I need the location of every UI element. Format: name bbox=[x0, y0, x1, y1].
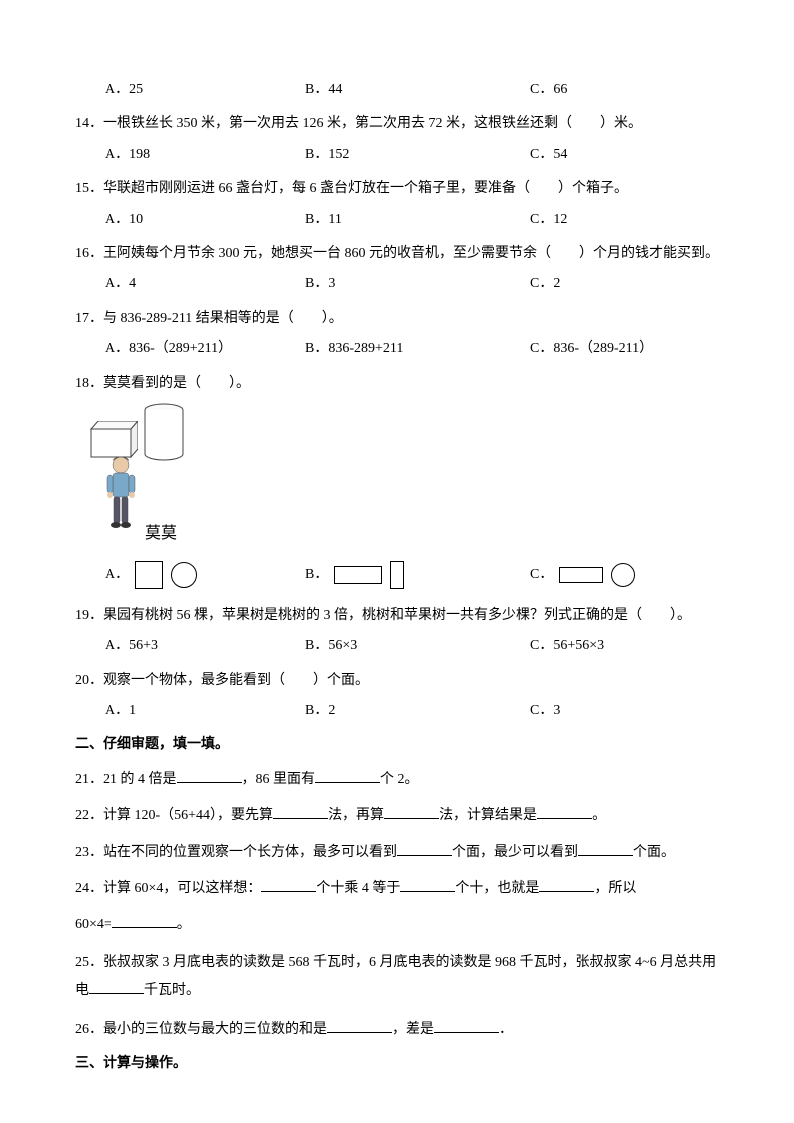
q26-pre: 26．最小的三位数与最大的三位数的和是 bbox=[75, 1022, 327, 1037]
q16-options: A．4 B．3 C．2 bbox=[105, 273, 719, 295]
q26: 26．最小的三位数与最大的三位数的和是 ，差是 ． bbox=[75, 1017, 719, 1041]
q24-mid2: 个十，也就是 bbox=[455, 881, 539, 896]
q18-option-c-label: C． bbox=[530, 564, 553, 586]
cylinder-icon bbox=[143, 403, 185, 461]
q23-mid: 个面，最少可以看到 bbox=[452, 845, 578, 860]
blank bbox=[578, 840, 633, 856]
blank bbox=[261, 876, 316, 892]
q14-text: 14．一根铁丝长 350 米，第一次用去 126 米，第二次用去 72 米，这根… bbox=[75, 113, 719, 135]
q22: 22．计算 120-（56+44），要先算 法，再算 法，计算结果是 。 bbox=[75, 803, 719, 827]
q18-options: A． B． C． bbox=[105, 561, 719, 589]
q22-mid1: 法，再算 bbox=[328, 808, 384, 823]
q15-option-c: C．12 bbox=[530, 209, 719, 231]
person-icon bbox=[101, 455, 141, 535]
q16-text: 16．王阿姨每个月节余 300 元，她想买一台 860 元的收音机，至少需要节余… bbox=[75, 243, 719, 265]
blank bbox=[397, 840, 452, 856]
circle-icon bbox=[171, 562, 197, 588]
q15-options: A．10 B．11 C．12 bbox=[105, 209, 719, 231]
q14-options: A．198 B．152 C．54 bbox=[105, 144, 719, 166]
blank bbox=[315, 767, 380, 783]
q17-text: 17．与 836-289-211 结果相等的是（ ）。 bbox=[75, 308, 719, 330]
section-3-header: 三、计算与操作。 bbox=[75, 1053, 719, 1075]
q26-post: ． bbox=[499, 1022, 513, 1037]
blank bbox=[539, 876, 594, 892]
q25: 25．张叔叔家 3 月底电表的读数是 568 千瓦时，6 月底电表的读数是 96… bbox=[75, 949, 719, 1005]
rect-tall-icon bbox=[390, 561, 404, 589]
rect-wide-icon bbox=[334, 566, 382, 584]
q17-options: A．836-（289+211） B．836-289+211 C．836-（289… bbox=[105, 338, 719, 360]
q21-pre: 21．21 的 4 倍是 bbox=[75, 772, 177, 787]
q22-post: 。 bbox=[592, 808, 606, 823]
q18-figure: 莫莫 bbox=[83, 403, 203, 553]
q20-options: A．1 B．2 C．3 bbox=[105, 700, 719, 722]
q18-option-a: A． bbox=[105, 561, 305, 589]
q17-option-a: A．836-（289+211） bbox=[105, 338, 305, 360]
q21-mid: ，86 里面有 bbox=[242, 772, 316, 787]
q19-option-a: A．56+3 bbox=[105, 635, 305, 657]
q24-line2-pre: 60×4= bbox=[75, 917, 112, 932]
q20-option-c: C．3 bbox=[530, 700, 719, 722]
q17-option-c: C．836-（289-211） bbox=[530, 338, 719, 360]
q18-option-c: C． bbox=[530, 563, 719, 587]
q23-pre: 23．站在不同的位置观察一个长方体，最多可以看到 bbox=[75, 845, 397, 860]
q15-option-b: B．11 bbox=[305, 209, 530, 231]
q20-option-b: B．2 bbox=[305, 700, 530, 722]
rect-icon bbox=[559, 567, 603, 583]
q14-option-b: B．152 bbox=[305, 144, 530, 166]
q13-option-c: C．66 bbox=[530, 79, 719, 101]
q16-option-c: C．2 bbox=[530, 273, 719, 295]
q26-mid: ，差是 bbox=[392, 1022, 434, 1037]
q20-text: 20．观察一个物体，最多能看到（ ）个面。 bbox=[75, 670, 719, 692]
q25-post: 千瓦时。 bbox=[144, 983, 200, 998]
q24-mid1: 个十乘 4 等于 bbox=[316, 881, 400, 896]
q24-mid3: ，所以 bbox=[594, 881, 636, 896]
blank bbox=[177, 767, 242, 783]
q15-text: 15．华联超市刚刚运进 66 盏台灯，每 6 盏台灯放在一个箱子里，要准备（ ）… bbox=[75, 178, 719, 200]
q24-pre: 24．计算 60×4，可以这样想： bbox=[75, 881, 261, 896]
blank bbox=[112, 912, 177, 928]
person-name-label: 莫莫 bbox=[145, 521, 177, 547]
q21-post: 个 2。 bbox=[380, 772, 419, 787]
q14-option-a: A．198 bbox=[105, 144, 305, 166]
q18-option-b: B． bbox=[305, 561, 530, 589]
q17-option-b: B．836-289+211 bbox=[305, 338, 530, 360]
q13-option-b: B．44 bbox=[305, 79, 530, 101]
blank bbox=[273, 803, 328, 819]
q22-mid2: 法，计算结果是 bbox=[439, 808, 537, 823]
blank bbox=[327, 1017, 392, 1033]
q19-option-b: B．56×3 bbox=[305, 635, 530, 657]
q19-options: A．56+3 B．56×3 C．56+56×3 bbox=[105, 635, 719, 657]
q20-option-a: A．1 bbox=[105, 700, 305, 722]
q24-line2-post: 。 bbox=[177, 917, 191, 932]
blank bbox=[400, 876, 455, 892]
q19-option-c: C．56+56×3 bbox=[530, 635, 719, 657]
q24: 24．计算 60×4，可以这样想： 个十乘 4 等于 个十，也就是 ，所以 bbox=[75, 876, 719, 900]
q24-line2: 60×4= 。 bbox=[75, 912, 719, 936]
q18-option-b-label: B． bbox=[305, 564, 328, 586]
q14-option-c: C．54 bbox=[530, 144, 719, 166]
cuboid-icon bbox=[83, 421, 138, 459]
q23-post: 个面。 bbox=[633, 845, 675, 860]
q22-pre: 22．计算 120-（56+44），要先算 bbox=[75, 808, 273, 823]
blank bbox=[537, 803, 592, 819]
q16-option-b: B．3 bbox=[305, 273, 530, 295]
q21: 21．21 的 4 倍是 ，86 里面有 个 2。 bbox=[75, 767, 719, 791]
q19-text: 19．果园有桃树 56 棵，苹果树是桃树的 3 倍，桃树和苹果树一共有多少棵？列… bbox=[75, 605, 719, 627]
q13-option-a: A．25 bbox=[105, 79, 305, 101]
section-2-header: 二、仔细审题，填一填。 bbox=[75, 734, 719, 756]
circle-icon-2 bbox=[611, 563, 635, 587]
square-icon bbox=[135, 561, 163, 589]
blank bbox=[434, 1017, 499, 1033]
q13-options: A．25 B．44 C．66 bbox=[105, 79, 719, 101]
q18-text: 18．莫莫看到的是（ ）。 bbox=[75, 373, 719, 395]
blank bbox=[89, 978, 144, 994]
blank bbox=[384, 803, 439, 819]
q23: 23．站在不同的位置观察一个长方体，最多可以看到 个面，最少可以看到 个面。 bbox=[75, 840, 719, 864]
q15-option-a: A．10 bbox=[105, 209, 305, 231]
q16-option-a: A．4 bbox=[105, 273, 305, 295]
q18-option-a-label: A． bbox=[105, 564, 129, 586]
